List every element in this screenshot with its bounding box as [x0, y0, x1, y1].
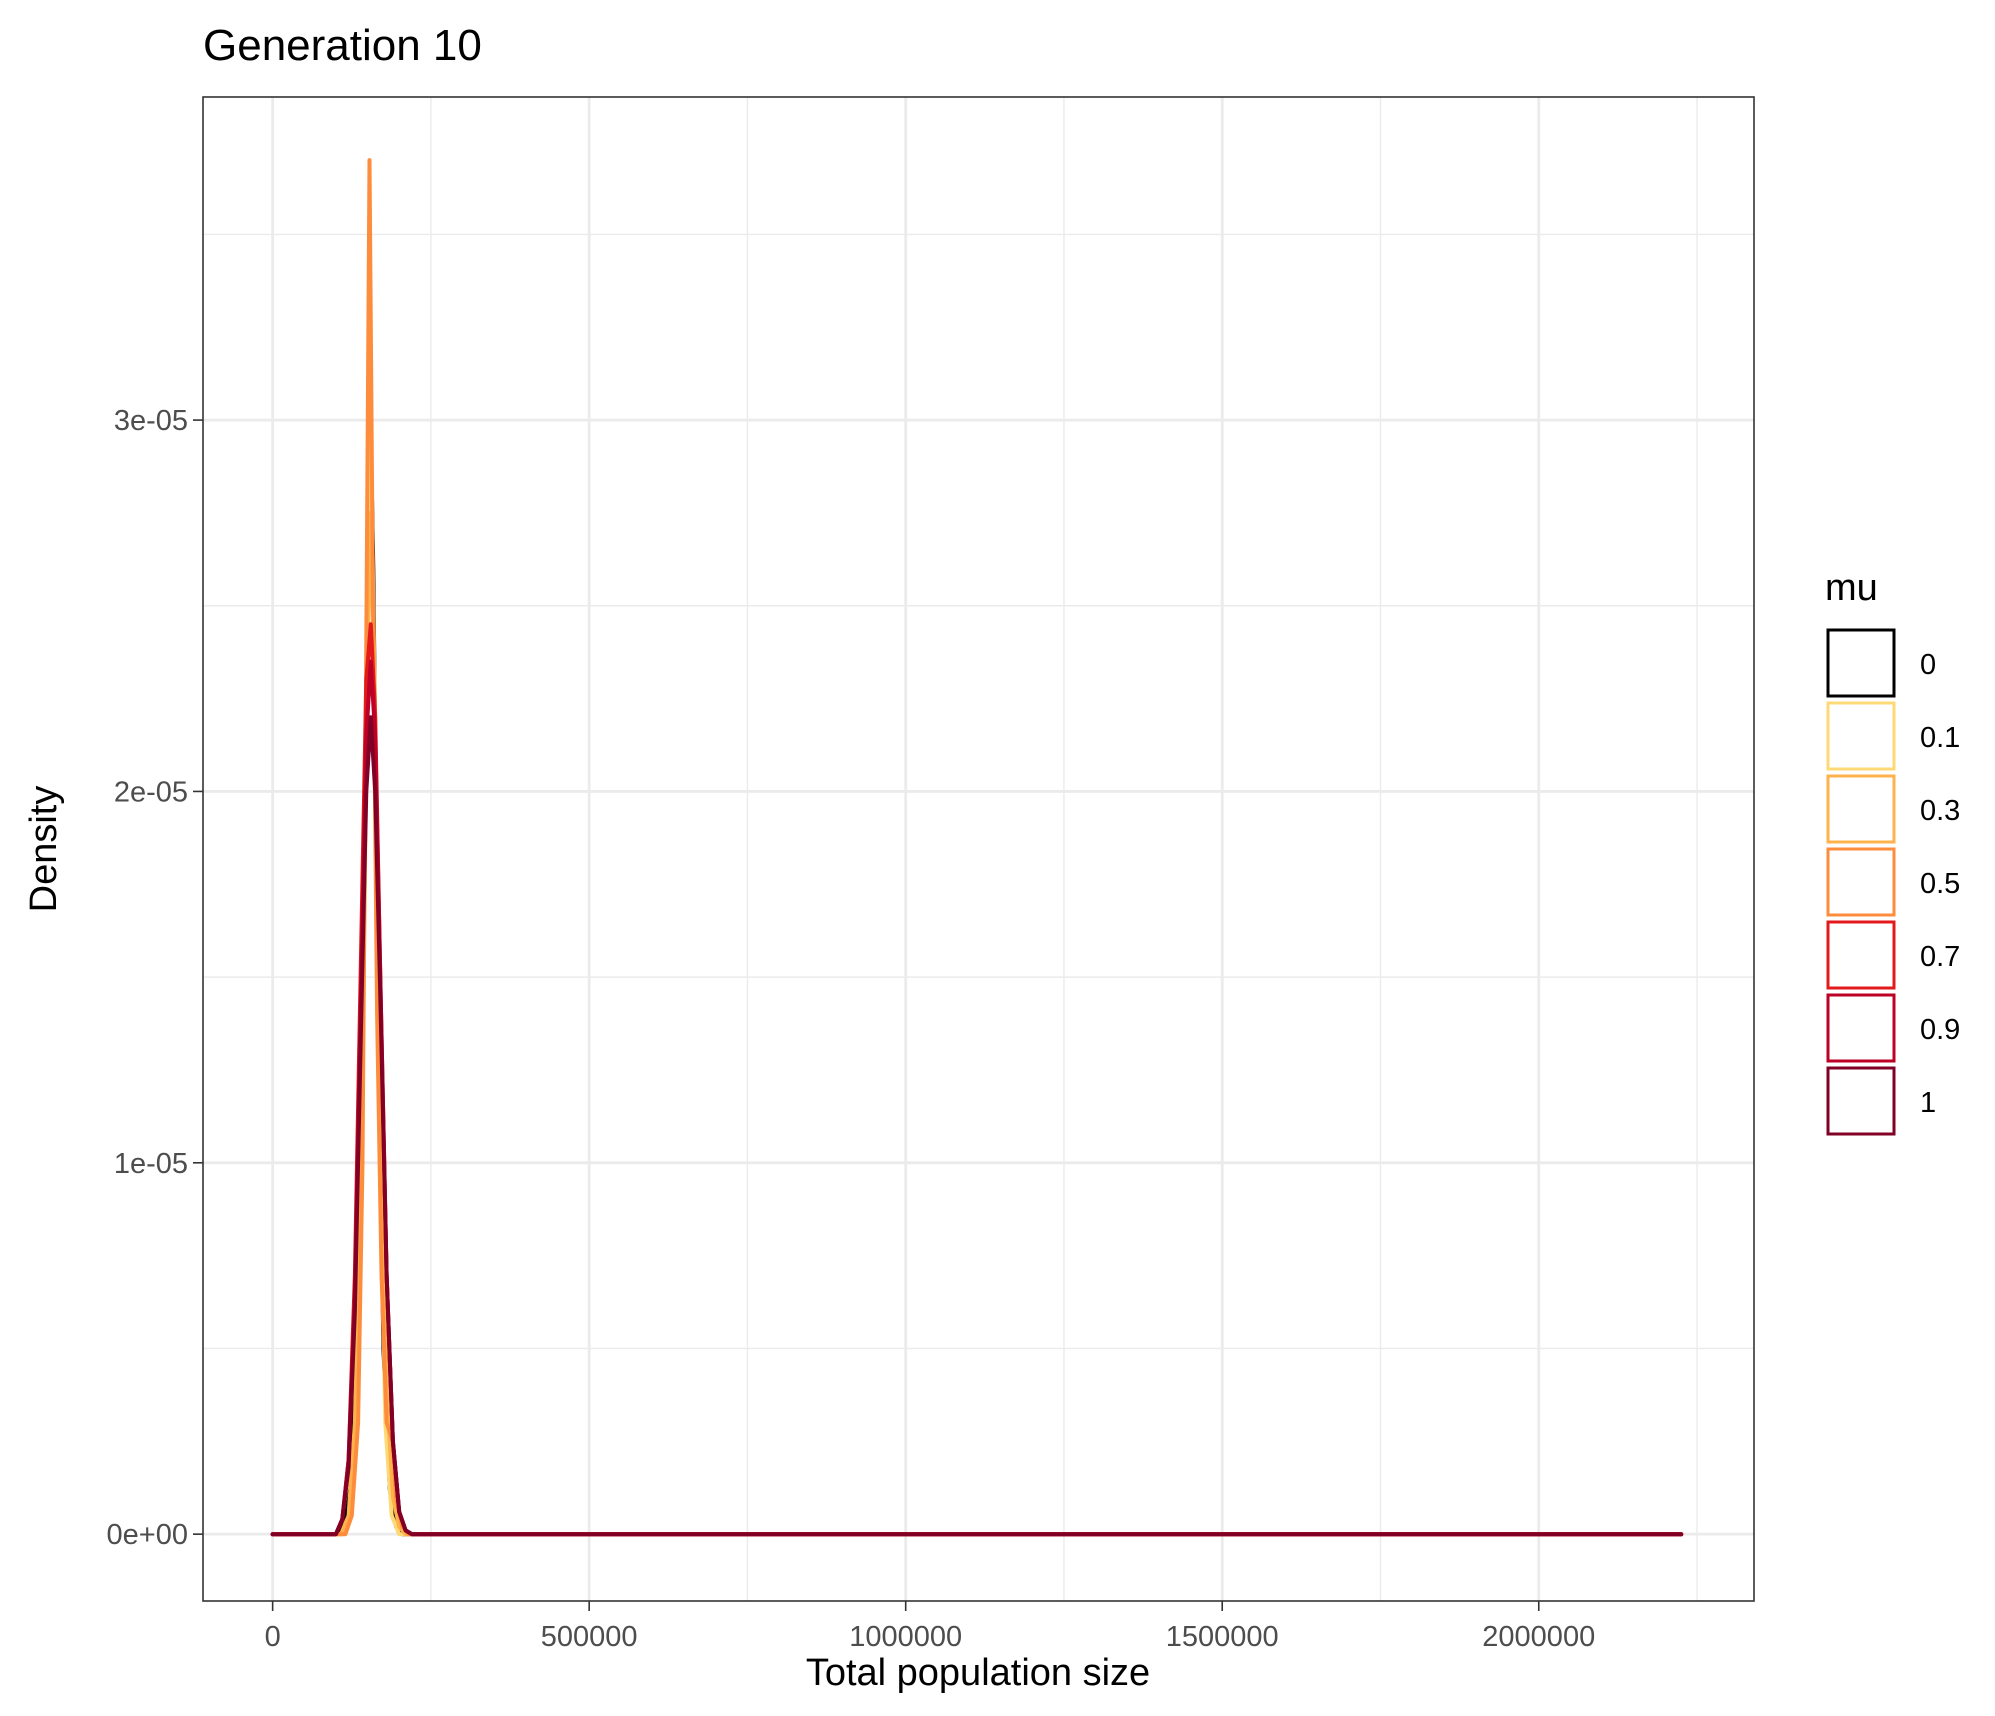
legend-key-mu-0.7 [1826, 920, 1896, 990]
legend-key-mu-1 [1826, 1066, 1896, 1136]
legend-label: 1 [1920, 1087, 1936, 1119]
panel-border [202, 96, 1755, 1602]
legend-key-mu-0.9 [1826, 993, 1896, 1063]
x-tick-label: 500000 [541, 1621, 638, 1653]
legend-label: 0.3 [1920, 795, 1960, 827]
chart-title: Generation 10 [203, 21, 482, 70]
legend-label: 0.1 [1920, 722, 1960, 754]
x-axis: 0 500000 1000000 1500000 2000000 [265, 1601, 1595, 1653]
legend-key-mu-0.5 [1826, 847, 1896, 917]
minor-gridlines [203, 97, 1754, 1601]
legend-label: 0 [1920, 649, 1936, 681]
x-tick-label: 0 [265, 1621, 281, 1653]
legend-title: mu [1825, 567, 1878, 609]
y-tick-label: 2e-05 [114, 776, 188, 808]
density-line-mu-1 [270, 715, 1684, 1537]
legend-label: 0.9 [1920, 1014, 1960, 1046]
y-tick-label: 3e-05 [114, 405, 188, 437]
x-tick-label: 2000000 [1482, 1621, 1595, 1653]
legend-key-mu-0.3 [1826, 774, 1896, 844]
legend-key-mu-0.1 [1826, 701, 1896, 771]
plot-panel [202, 96, 1755, 1602]
y-axis-title: Density [23, 786, 65, 913]
legend-label: 0.5 [1920, 868, 1960, 900]
density-lines [270, 158, 1684, 1537]
legend-key-mu-0 [1826, 628, 1896, 698]
y-tick-label: 0e+00 [107, 1519, 188, 1551]
x-axis-title: Total population size [806, 1652, 1150, 1694]
x-tick-label: 1000000 [849, 1621, 962, 1653]
legend-items: 0 0.1 0.3 0.5 0.7 0.9 1 [1826, 628, 1960, 1136]
legend-label: 0.7 [1920, 941, 1960, 973]
y-axis: 0e+00 1e-05 2e-05 3e-05 [107, 405, 203, 1551]
legend: mu 0 0.1 0.3 0.5 0.7 0.9 1 [1825, 567, 1960, 1136]
x-tick-label: 1500000 [1166, 1621, 1279, 1653]
panel-background [203, 97, 1754, 1601]
y-tick-label: 1e-05 [114, 1148, 188, 1180]
